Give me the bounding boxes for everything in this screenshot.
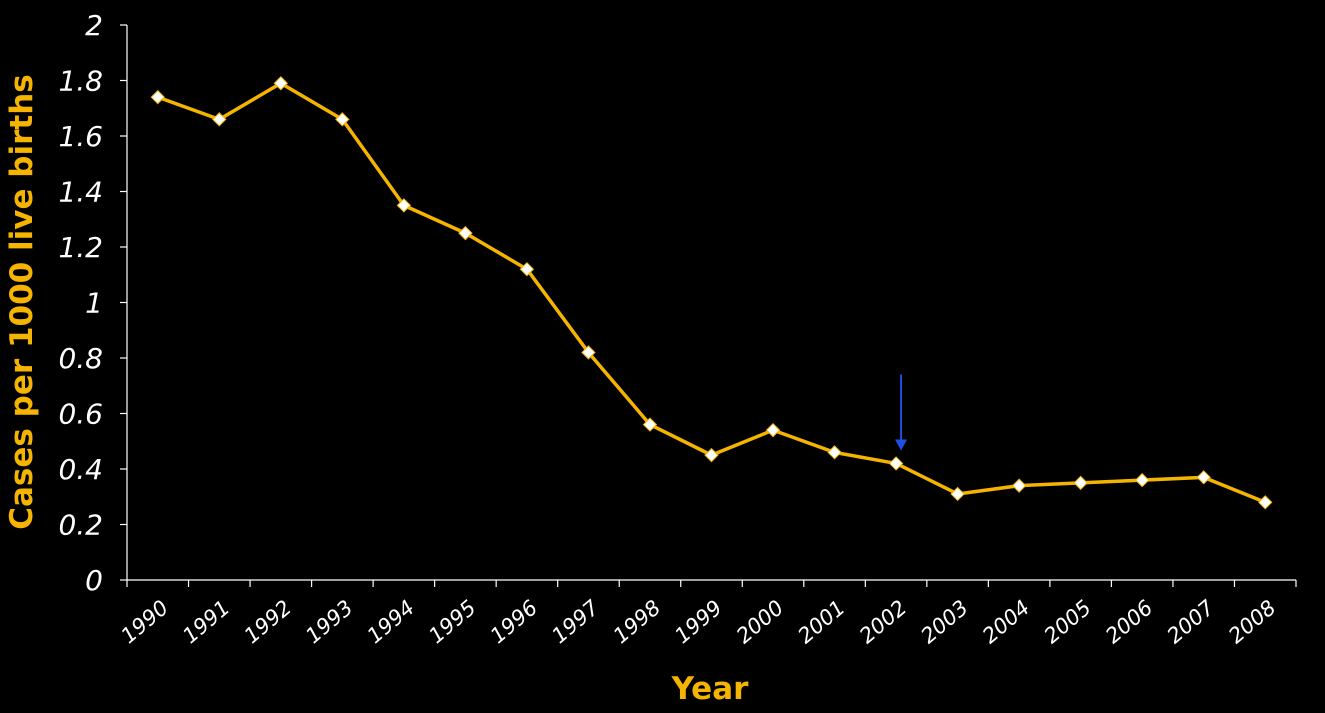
x-tick-label: 2000 [732, 595, 788, 648]
x-tick-label: 2008 [1224, 595, 1280, 648]
x-tick-label: 1997 [547, 595, 604, 648]
data-point-2007 [1196, 470, 1211, 485]
data-point-2001 [827, 445, 842, 460]
x-tick-label: 1999 [670, 595, 726, 648]
y-tick-label: 0.4 [58, 453, 103, 486]
data-point-1999 [704, 447, 719, 463]
x-tick-label: 2006 [1101, 595, 1157, 648]
data-point-2005 [1073, 475, 1088, 491]
y-tick-label: 2 [85, 9, 103, 42]
data-point-1994 [396, 198, 412, 213]
x-tick-label: 1992 [240, 595, 296, 648]
x-tick-label: 2001 [793, 595, 849, 648]
y-tick-label: 0 [85, 564, 103, 597]
data-point-1993 [335, 112, 350, 127]
y-axis-title: Cases per 1000 live births [4, 74, 40, 529]
x-axis-ticks: 1990 1991 1992 1993 1994 1995 1996 1997 1998 1999… [117, 580, 1297, 648]
data-point-1992 [273, 76, 289, 91]
x-tick-label: 1998 [609, 595, 665, 648]
y-tick-label: 1.4 [58, 176, 103, 209]
x-tick-label: 2003 [916, 595, 972, 648]
x-tick-label: 1990 [117, 595, 173, 648]
y-tick-label: 1.6 [58, 120, 103, 153]
data-point-1990 [150, 89, 165, 105]
x-tick-label: 1993 [301, 595, 357, 648]
x-tick-label: 2005 [1039, 595, 1095, 648]
data-point-2006 [1134, 472, 1150, 488]
data-point-2003 [950, 486, 965, 502]
y-tick-label: 1.2 [58, 231, 103, 264]
x-tick-label: 1991 [178, 595, 234, 648]
data-point-1998 [642, 417, 658, 432]
y-axis-ticks: 0 0.2 0.4 0.6 0.8 1 1.2 1.4 1.6 1.8 2 [58, 9, 127, 597]
x-tick-label: 1994 [363, 595, 419, 648]
data-point-2000 [765, 422, 781, 438]
x-tick-label: 2007 [1163, 595, 1220, 648]
series-line [157, 81, 1266, 504]
data-point-1996 [519, 261, 535, 277]
annotation-arrow-head [895, 439, 908, 451]
x-tick-label: 2002 [855, 595, 911, 648]
x-tick-label: 2004 [978, 595, 1034, 648]
data-point-1991 [212, 112, 227, 127]
annotation-layer [895, 374, 908, 451]
y-tick-label: 1.8 [58, 65, 103, 98]
data-point-1997 [581, 345, 596, 360]
x-tick-label: 1996 [486, 595, 542, 648]
x-axis-title: Year [671, 671, 750, 707]
data-point-2008 [1258, 495, 1273, 510]
y-tick-label: 0.2 [58, 509, 103, 542]
y-tick-label: 0.8 [58, 342, 103, 375]
data-point-2004 [1011, 478, 1027, 493]
x-tick-label: 1995 [424, 595, 480, 648]
y-tick-label: 1 [85, 287, 103, 320]
y-tick-label: 0.6 [58, 398, 103, 431]
data-point-1995 [458, 225, 473, 241]
data-point-2002 [888, 456, 904, 471]
series-layer [150, 76, 1273, 510]
